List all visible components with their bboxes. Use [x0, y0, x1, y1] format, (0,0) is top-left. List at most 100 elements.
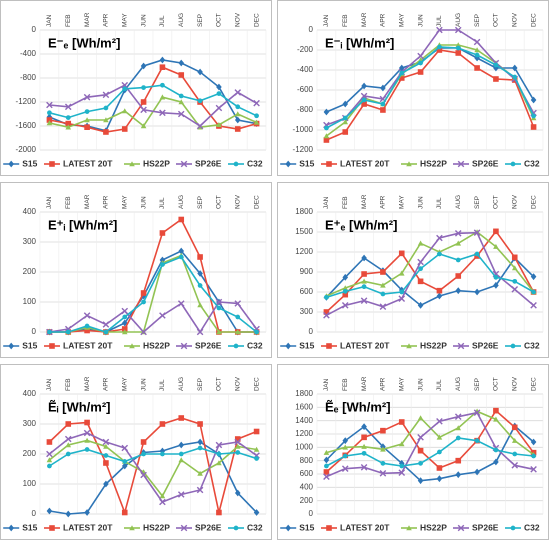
legend-label: C32 — [247, 340, 263, 350]
data-point — [121, 326, 128, 332]
y-tick-label: 100 — [23, 479, 37, 488]
data-point — [511, 286, 519, 293]
data-point — [455, 257, 461, 263]
y-tick-label: 200 — [300, 496, 314, 505]
legend-marker — [49, 161, 55, 167]
x-tick-label: DEC — [253, 13, 260, 27]
data-point — [342, 285, 349, 291]
data-point — [455, 287, 462, 295]
panel-border — [277, 0, 549, 176]
data-point — [493, 274, 499, 280]
chart-panel: 0 100 200 300 400 JAN FEB MAR APR MAY JUN JUL AUG SEP… — [0, 182, 272, 358]
data-point — [380, 107, 386, 113]
data-point — [417, 447, 424, 454]
data-point — [140, 471, 147, 479]
legend-label: C32 — [524, 340, 540, 350]
series-line — [48, 432, 258, 503]
data-point — [140, 439, 147, 445]
data-point — [254, 456, 259, 461]
data-point — [178, 457, 185, 463]
legend-label: HS22P — [143, 158, 170, 168]
data-point — [361, 101, 367, 107]
data-point — [398, 75, 405, 81]
data-point — [455, 435, 461, 441]
y-tick-label: -2000 — [16, 145, 37, 154]
data-point — [216, 451, 222, 457]
x-tick-label: APR — [103, 195, 110, 209]
data-point — [530, 302, 537, 309]
data-point — [399, 289, 405, 295]
data-point — [102, 438, 110, 446]
x-tick-label: AUG — [455, 13, 462, 27]
data-point — [530, 466, 537, 473]
data-point — [159, 312, 166, 319]
y-tick-label: -1200 — [16, 97, 37, 106]
data-point — [47, 463, 52, 469]
x-tick-label: NOV — [234, 12, 241, 27]
y-tick-label: -400 — [297, 65, 314, 74]
data-point — [140, 99, 147, 105]
chart-panel: 0 -200 -400 -600 -800 -1000 -1200 JAN FEB MAR APR M… — [277, 0, 549, 176]
x-tick-label: JAN — [46, 14, 53, 27]
legend-label: S15 — [299, 340, 314, 350]
y-tick-label: -600 — [297, 85, 314, 94]
data-point — [159, 498, 166, 506]
data-point — [177, 300, 185, 307]
legend-label: S15 — [22, 340, 37, 350]
x-tick-label: DEC — [253, 195, 260, 209]
legend-marker — [233, 161, 239, 167]
data-point — [140, 328, 147, 336]
y-tick-label: -400 — [20, 49, 37, 58]
data-point — [512, 451, 518, 457]
data-point — [398, 469, 406, 476]
data-point — [84, 124, 90, 130]
data-point — [216, 460, 222, 466]
x-tick-label: JUN — [140, 14, 147, 27]
x-tick-label: SEP — [197, 378, 204, 391]
data-point — [454, 230, 462, 237]
x-tick-label: JAN — [323, 196, 330, 209]
data-point — [437, 44, 442, 50]
legend-marker — [457, 160, 465, 168]
data-point — [380, 269, 386, 275]
data-point — [474, 47, 480, 53]
data-point — [234, 438, 242, 446]
x-tick-label: MAY — [121, 13, 128, 27]
legend-label: LATEST 20T — [340, 522, 390, 532]
legend-label: C32 — [524, 158, 540, 168]
data-point — [235, 104, 241, 110]
x-tick-label: MAY — [398, 195, 405, 209]
legend-label: C32 — [524, 522, 540, 532]
data-point — [380, 291, 386, 297]
x-tick-label: DEC — [530, 13, 537, 27]
data-point — [65, 120, 72, 127]
legend-marker — [510, 161, 516, 167]
x-tick-label: JUL — [436, 15, 443, 27]
data-point — [342, 115, 348, 121]
y-tick-label: -1600 — [16, 121, 37, 130]
data-point — [342, 119, 349, 125]
x-tick-label: SEP — [197, 196, 204, 209]
y-tick-label: 1400 — [295, 416, 313, 425]
legend-marker — [326, 525, 332, 531]
data-point — [253, 446, 260, 452]
y-tick-label: 600 — [300, 469, 314, 478]
data-point — [234, 126, 241, 132]
x-tick-label: JUN — [417, 14, 424, 27]
legend-label: LATEST 20T — [340, 340, 390, 350]
y-tick-label: 0 — [309, 509, 314, 518]
data-point — [178, 247, 185, 255]
data-point — [197, 470, 203, 476]
data-point — [253, 119, 260, 125]
data-point — [197, 302, 203, 308]
data-point — [234, 443, 241, 449]
y-tick-label: 800 — [300, 456, 314, 465]
data-point — [103, 129, 109, 135]
legend-marker — [510, 343, 516, 349]
data-point — [361, 271, 367, 277]
data-point — [342, 291, 349, 298]
x-tick-label: MAY — [121, 377, 128, 391]
data-point — [216, 91, 222, 96]
x-tick-label: FEB — [65, 196, 72, 209]
